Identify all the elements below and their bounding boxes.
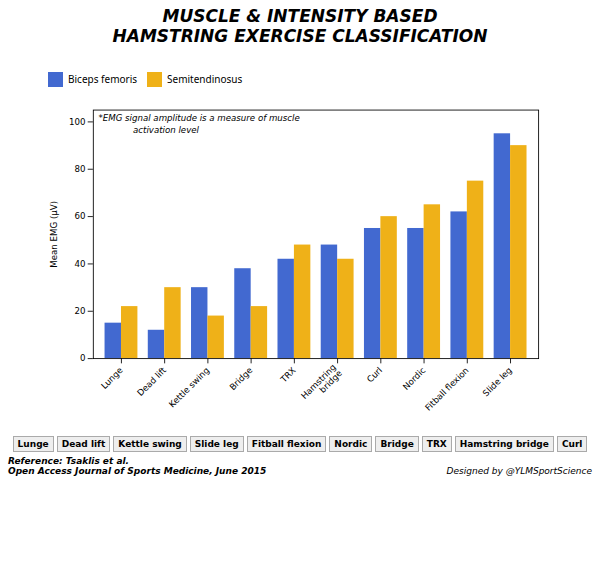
svg-text:Curl: Curl (365, 365, 384, 384)
html-text:Dead lift: Dead lift (61, 439, 106, 450)
svg-text:activation level: activation level (133, 124, 200, 134)
svg-text:20: 20 (75, 306, 86, 316)
svg-text:*EMG signal amplitude is a mea: *EMG signal amplitude is a measure of mu… (98, 113, 299, 123)
html-text:Curl: Curl (561, 439, 583, 450)
svg-text:Bridge: Bridge (228, 365, 255, 392)
svg-text:Lunge: Lunge (99, 365, 125, 391)
svg-text:60: 60 (75, 211, 86, 221)
svg-text:Nordic: Nordic (401, 365, 428, 392)
svg-text:100: 100 (69, 116, 85, 126)
html-text:MUSCLE & INTENSITY BASED HAMST: MUSCLE & INTENSITY BASED HAMSTRING EXERC… (112, 6, 488, 47)
svg-text:Mean EMG (μV): Mean EMG (μV) (49, 201, 59, 268)
svg-text:Dead lift: Dead lift (135, 364, 168, 397)
svg-text:Hamstringbridge: Hamstringbridge (299, 362, 344, 407)
html-text:Kettle swing: Kettle swing (118, 439, 182, 450)
html-text:TRX: TRX (426, 439, 447, 450)
svg-text:80: 80 (75, 164, 86, 174)
svg-text:Fitball flexion: Fitball flexion (423, 365, 471, 413)
html-text:Nordic: Nordic (334, 439, 368, 450)
svg-text:Kettle swing: Kettle swing (167, 365, 211, 409)
html-text:Biceps femoris: Biceps femoris (68, 72, 137, 87)
html-text:Semitendinosus: Semitendinosus (167, 72, 243, 87)
html-text:Slide leg: Slide leg (194, 439, 239, 450)
html-text:Lunge: Lunge (17, 439, 49, 450)
html-text:Reference: Tsaklis et al. Open: Reference: Tsaklis et al. Open Access Jo… (8, 456, 267, 477)
svg-text:40: 40 (75, 258, 86, 268)
svg-text:TRX: TRX (278, 365, 298, 385)
html-text:Bridge: Bridge (380, 439, 414, 450)
svg-text:0: 0 (80, 353, 85, 363)
html-text:Hamstring bridge: Hamstring bridge (459, 439, 549, 450)
svg-text:Slide leg: Slide leg (481, 365, 514, 398)
html-text:Fitball flexion: Fitball flexion (251, 439, 322, 450)
html-text:Designed by @YLMSportScience: Designed by @YLMSportScience (446, 466, 592, 477)
